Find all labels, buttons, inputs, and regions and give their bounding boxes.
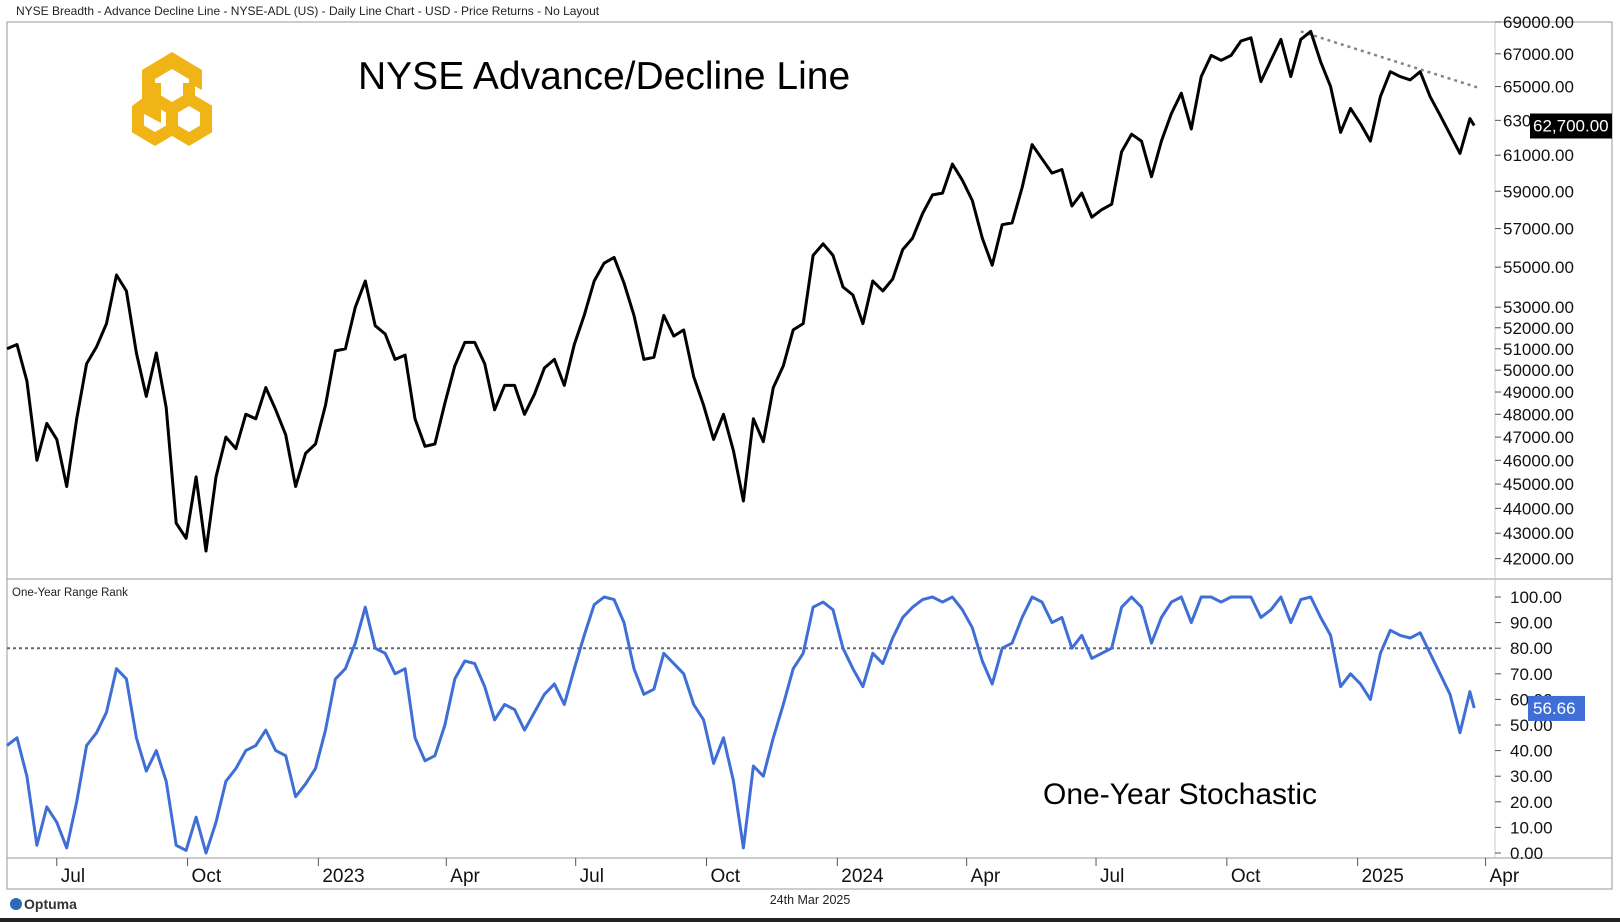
date-tick-label: 2024 xyxy=(841,866,884,887)
adl-y-tick-label: 67000.00 xyxy=(1503,45,1574,64)
date-tick-label: Oct xyxy=(1231,866,1261,887)
adl-y-tick-label: 49000.00 xyxy=(1503,383,1574,402)
adl-y-tick-label: 44000.00 xyxy=(1503,499,1574,518)
logo-icon xyxy=(132,52,212,146)
stochastic-series-line xyxy=(6,595,1476,855)
adl-y-tick-label: 50000.00 xyxy=(1503,361,1574,380)
adl-y-tick-label: 46000.00 xyxy=(1503,451,1574,470)
adl-y-tick-label: 59000.00 xyxy=(1503,182,1574,201)
date-tick-label: Jul xyxy=(61,866,85,887)
adl-y-tick-label: 45000.00 xyxy=(1503,475,1574,494)
footer-date: 24th Mar 2025 xyxy=(769,893,851,907)
adl-y-tick-label: 43000.00 xyxy=(1503,524,1574,543)
adl-y-tick-label: 55000.00 xyxy=(1503,258,1574,277)
date-tick-label: Jul xyxy=(1100,866,1124,887)
svg-text:56.66: 56.66 xyxy=(1533,699,1576,718)
stoch-y-tick-label: 0.00 xyxy=(1510,844,1543,863)
stoch-last-value-badge: 56.66 xyxy=(1528,695,1585,721)
optuma-logo-icon xyxy=(10,898,22,910)
adl-y-tick-label: 47000.00 xyxy=(1503,428,1574,447)
date-tick-label: Oct xyxy=(192,866,222,887)
adl-y-tick-label: 65000.00 xyxy=(1503,78,1574,97)
adl-y-tick-label: 57000.00 xyxy=(1503,220,1574,239)
chart-header: NYSE Breadth - Advance Decline Line - NY… xyxy=(16,4,600,18)
adl-y-axis: 42000.00 43000.00 44000.00 45000.00 46000.00… xyxy=(1495,13,1574,569)
bottom-strip xyxy=(0,918,1620,922)
adl-y-tick-label: 51000.00 xyxy=(1503,340,1574,359)
date-tick-label: Oct xyxy=(710,866,740,887)
date-tick-label: Apr xyxy=(450,866,480,887)
brand-label: Optuma xyxy=(24,896,77,912)
indicator-label: One-Year Range Rank xyxy=(12,587,128,599)
stoch-y-tick-label: 90.00 xyxy=(1510,614,1553,633)
stoch-y-tick-label: 40.00 xyxy=(1510,742,1553,761)
trendline xyxy=(1300,30,1481,90)
stoch-y-tick-label: 20.00 xyxy=(1510,793,1553,812)
brand-logo: Optuma xyxy=(10,896,77,912)
stoch-y-tick-label: 80.00 xyxy=(1510,639,1553,658)
date-tick-label: Apr xyxy=(1490,866,1520,887)
adl-series-line xyxy=(6,29,1476,553)
stoch-y-tick-label: 70.00 xyxy=(1510,665,1553,684)
stoch-y-tick-label: 100.00 xyxy=(1510,588,1562,607)
adl-y-tick-label: 61000.00 xyxy=(1503,146,1574,165)
date-tick-label: Apr xyxy=(971,866,1001,887)
adl-title: NYSE Advance/Decline Line xyxy=(358,55,850,98)
adl-y-tick-label: 69000.00 xyxy=(1503,13,1574,32)
adl-y-tick-label: 48000.00 xyxy=(1503,405,1574,424)
adl-y-tick-label: 52000.00 xyxy=(1503,319,1574,338)
stoch-y-tick-label: 30.00 xyxy=(1510,767,1553,786)
stochastic-title: One-Year Stochastic xyxy=(1043,778,1317,811)
svg-text:62,700.00: 62,700.00 xyxy=(1533,117,1609,136)
date-tick-label: 2023 xyxy=(322,866,364,887)
adl-y-tick-label: 53000.00 xyxy=(1503,298,1574,317)
date-axis: Jul Oct 2023 Apr Jul Oct 2024 Apr Jul Oct 2025 Apr xyxy=(56,858,1520,887)
stoch-y-axis: 0.0010.0020.0030.0040.0050.0060.0070.008… xyxy=(1495,588,1562,863)
adl-last-value-badge: 62,700.00 xyxy=(1530,113,1612,139)
date-tick-label: Jul xyxy=(580,866,604,887)
date-tick-label: 2025 xyxy=(1362,866,1404,887)
chart-frame xyxy=(6,21,1613,890)
stoch-y-tick-label: 10.00 xyxy=(1510,818,1553,837)
adl-y-tick-label: 42000.00 xyxy=(1503,550,1574,569)
